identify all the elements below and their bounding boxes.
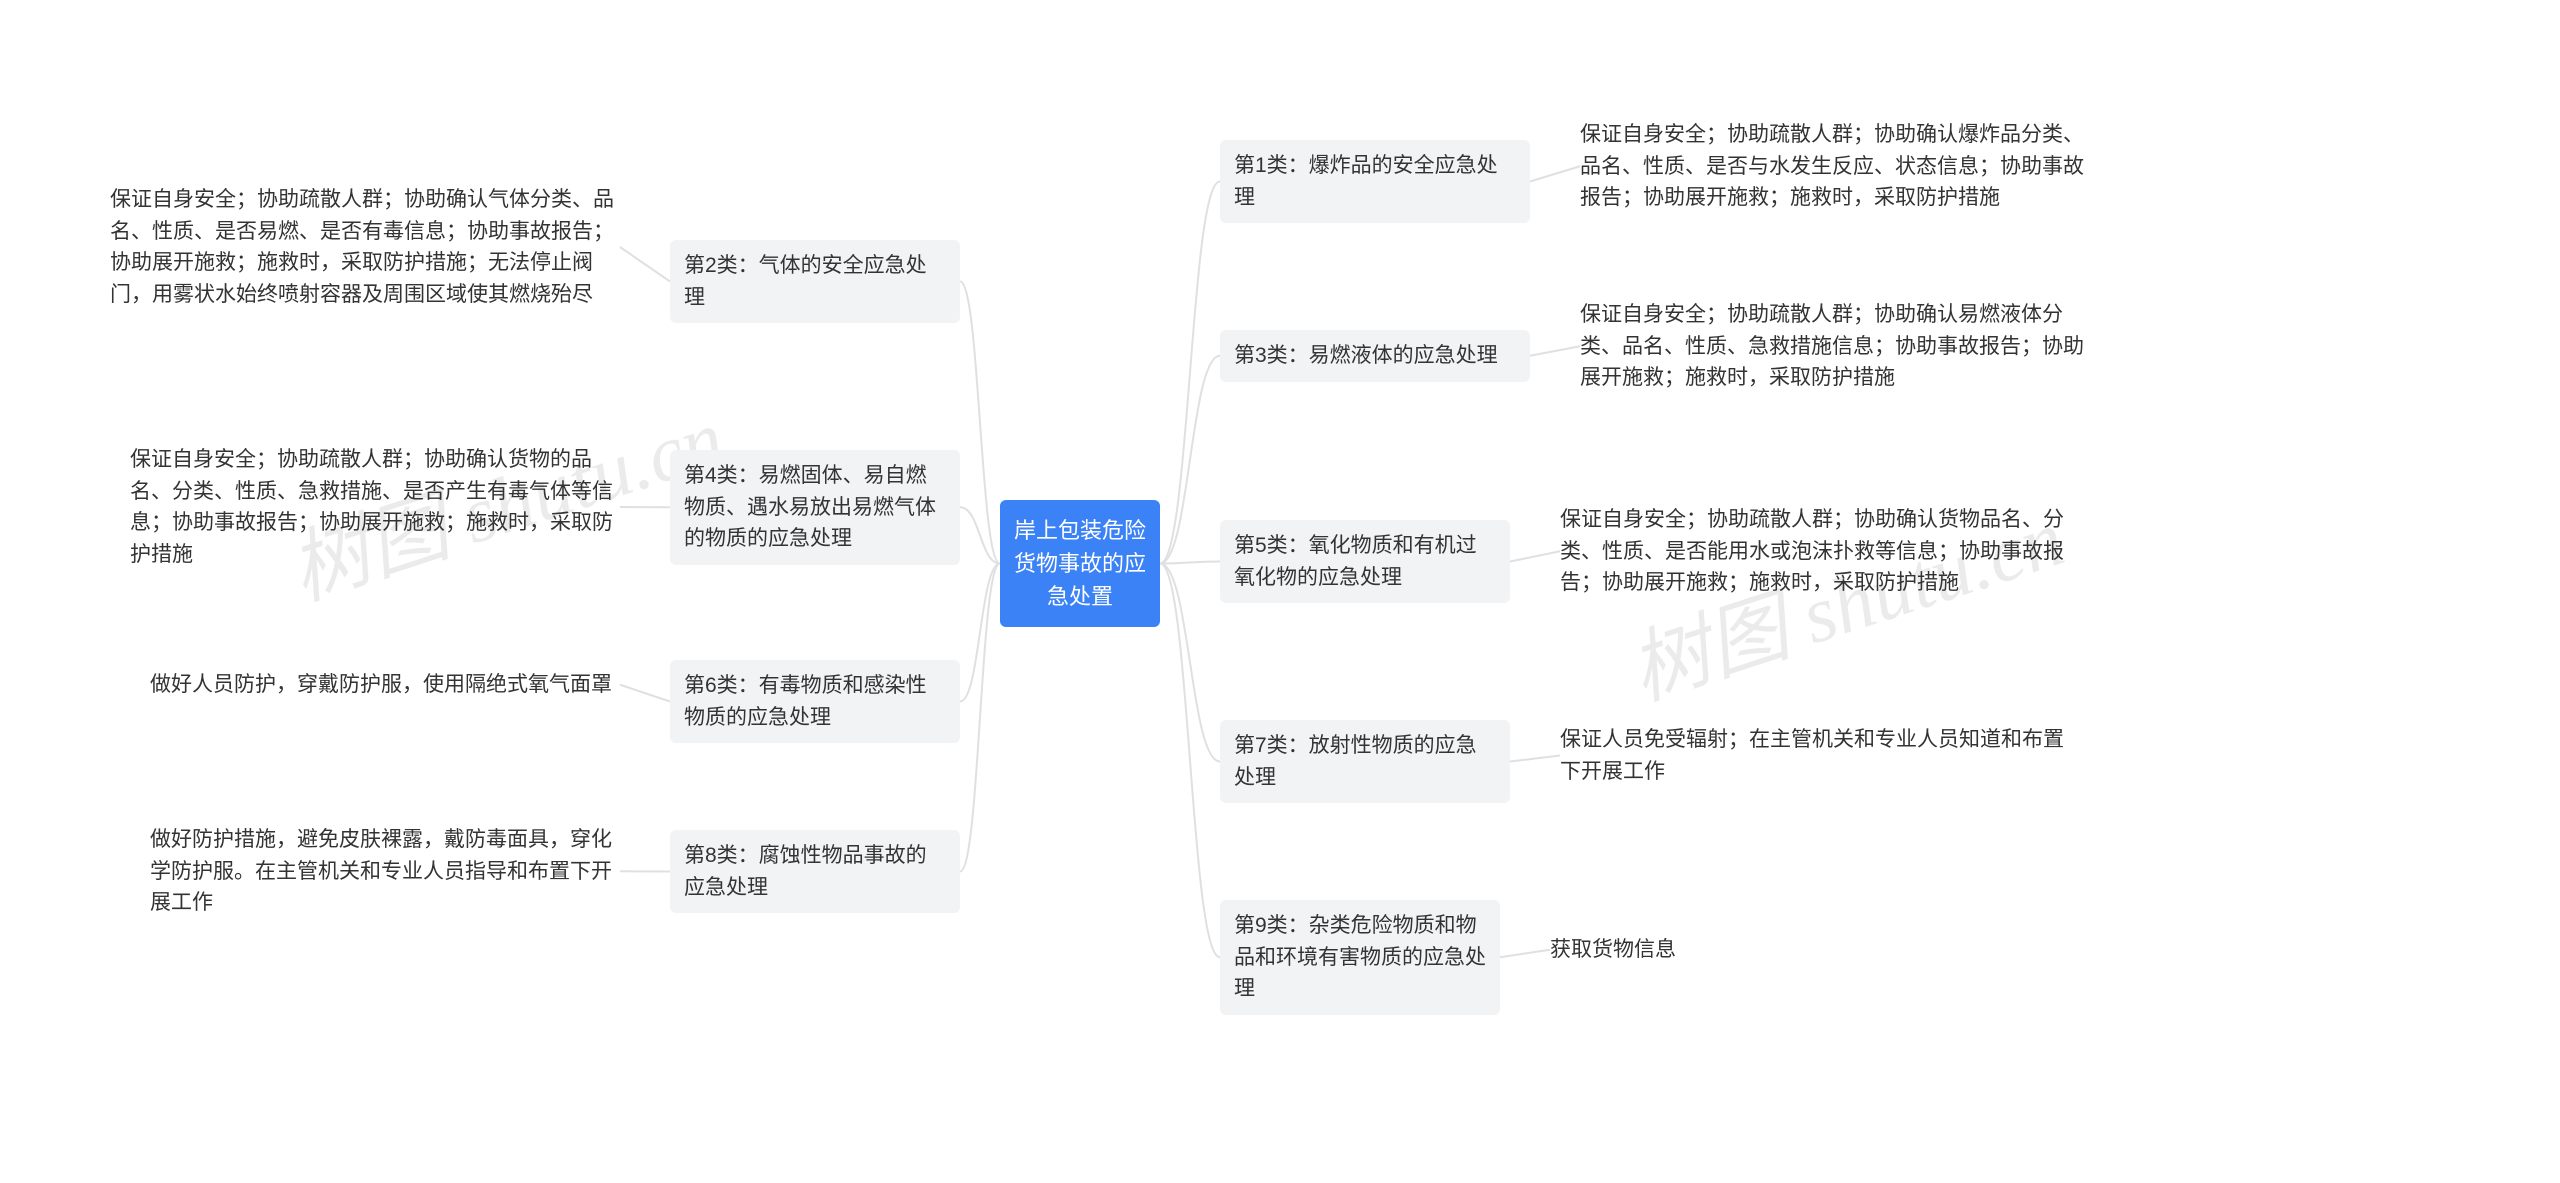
branch-label: 第3类：易燃液体的应急处理 [1234, 344, 1498, 367]
branch-left-0[interactable]: 第2类：气体的安全应急处理 [670, 240, 960, 323]
leaf-text: 保证自身安全；协助疏散人群；协助确认爆炸品分类、品名、性质、是否与水发生反应、状… [1580, 123, 2084, 209]
leaf-text: 做好防护措施，避免皮肤裸露，戴防毒面具，穿化学防护服。在主管机关和专业人员指导和… [150, 828, 612, 914]
leaf-text: 做好人员防护，穿戴防护服，使用隔绝式氧气面罩 [150, 673, 612, 696]
leaf-left-1: 保证自身安全；协助疏散人群；协助确认货物的品名、分类、性质、急救措施、是否产生有… [130, 440, 620, 574]
branch-left-1[interactable]: 第4类：易燃固体、易自燃物质、遇水易放出易燃气体的物质的应急处理 [670, 450, 960, 565]
leaf-right-4: 获取货物信息 [1550, 930, 1850, 970]
branch-label: 第6类：有毒物质和感染性物质的应急处理 [684, 674, 927, 729]
branch-label: 第8类：腐蚀性物品事故的应急处理 [684, 844, 927, 899]
branch-label: 第9类：杂类危险物质和物品和环境有害物质的应急处理 [1234, 914, 1486, 1000]
branch-right-0[interactable]: 第1类：爆炸品的安全应急处理 [1220, 140, 1530, 223]
leaf-right-1: 保证自身安全；协助疏散人群；协助确认易燃液体分类、品名、性质、急救措施信息；协助… [1580, 295, 2090, 398]
branch-label: 第5类：氧化物质和有机过氧化物的应急处理 [1234, 534, 1477, 589]
branch-label: 第7类：放射性物质的应急处理 [1234, 734, 1477, 789]
root-node[interactable]: 岸上包装危险货物事故的应急处置 [1000, 500, 1160, 627]
branch-left-3[interactable]: 第8类：腐蚀性物品事故的应急处理 [670, 830, 960, 913]
leaf-text: 保证自身安全；协助疏散人群；协助确认气体分类、品名、性质、是否易燃、是否有毒信息… [110, 188, 614, 306]
leaf-left-2: 做好人员防护，穿戴防护服，使用隔绝式氧气面罩 [150, 665, 620, 705]
leaf-right-0: 保证自身安全；协助疏散人群；协助确认爆炸品分类、品名、性质、是否与水发生反应、状… [1580, 115, 2090, 218]
leaf-text: 保证自身安全；协助疏散人群；协助确认货物品名、分类、性质、是否能用水或泡沫扑救等… [1560, 508, 2064, 594]
leaf-text: 获取货物信息 [1550, 938, 1676, 961]
root-label: 岸上包装危险货物事故的应急处置 [1014, 518, 1146, 609]
leaf-right-3: 保证人员免受辐射；在主管机关和专业人员知道和布置下开展工作 [1560, 720, 2070, 791]
branch-right-2[interactable]: 第5类：氧化物质和有机过氧化物的应急处理 [1220, 520, 1510, 603]
leaf-text: 保证人员免受辐射；在主管机关和专业人员知道和布置下开展工作 [1560, 728, 2064, 783]
branch-right-4[interactable]: 第9类：杂类危险物质和物品和环境有害物质的应急处理 [1220, 900, 1500, 1015]
leaf-text: 保证自身安全；协助疏散人群；协助确认易燃液体分类、品名、性质、急救措施信息；协助… [1580, 303, 2084, 389]
leaf-left-0: 保证自身安全；协助疏散人群；协助确认气体分类、品名、性质、是否易燃、是否有毒信息… [110, 180, 620, 314]
leaf-text: 保证自身安全；协助疏散人群；协助确认货物的品名、分类、性质、急救措施、是否产生有… [130, 448, 613, 566]
leaf-right-2: 保证自身安全；协助疏散人群；协助确认货物品名、分类、性质、是否能用水或泡沫扑救等… [1560, 500, 2070, 603]
branch-label: 第2类：气体的安全应急处理 [684, 254, 927, 309]
branch-label: 第4类：易燃固体、易自燃物质、遇水易放出易燃气体的物质的应急处理 [684, 464, 936, 550]
branch-label: 第1类：爆炸品的安全应急处理 [1234, 154, 1498, 209]
leaf-left-3: 做好防护措施，避免皮肤裸露，戴防毒面具，穿化学防护服。在主管机关和专业人员指导和… [150, 820, 620, 923]
branch-right-3[interactable]: 第7类：放射性物质的应急处理 [1220, 720, 1510, 803]
branch-right-1[interactable]: 第3类：易燃液体的应急处理 [1220, 330, 1530, 382]
branch-left-2[interactable]: 第6类：有毒物质和感染性物质的应急处理 [670, 660, 960, 743]
